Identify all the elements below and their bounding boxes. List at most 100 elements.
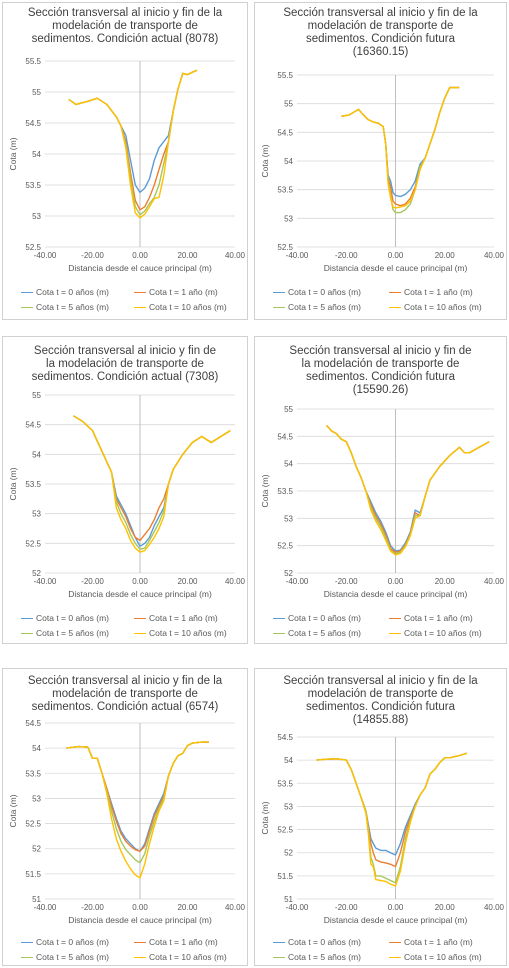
legend-swatch: [134, 957, 146, 959]
chart-panel-3: Sección transversal al inicio y fin de l…: [2, 336, 248, 644]
legend-swatch: [21, 957, 33, 959]
y-tick-label: 51: [32, 895, 41, 904]
legend-label: Cota t = 5 años (m): [36, 302, 109, 312]
y-tick-label: 53.5: [25, 181, 41, 190]
legend-label: Cota t = 10 años (m): [404, 628, 482, 638]
y-tick-label: 53: [32, 212, 41, 221]
x-tick-label: -20.00: [81, 251, 104, 260]
legend-label: Cota t = 1 año (m): [404, 287, 473, 297]
x-tick-label: 40.00: [484, 251, 505, 260]
x-tick-label: -20.00: [81, 577, 104, 586]
legend-label: Cota t = 1 año (m): [149, 937, 218, 947]
x-tick-label: 40.00: [225, 577, 246, 586]
y-tick-label: 53.5: [25, 480, 41, 489]
x-tick-label: 0.00: [388, 251, 404, 260]
y-tick-label: 54.5: [277, 733, 293, 742]
chart-svg: 52 52.5 53 53.5 54 54.5 55 -40.00 -20.00 0.00 20.0…: [8, 391, 246, 599]
series-line-3: [66, 741, 209, 864]
chart-panel-4: Sección transversal al inicio y fin de l…: [254, 336, 507, 644]
x-tick-label: 0.00: [132, 577, 148, 586]
legend-label: Cota t = 10 años (m): [404, 952, 482, 962]
y-tick-label: 52: [284, 849, 293, 858]
y-tick-label: 54: [32, 744, 41, 753]
legend-label: Cota t = 0 años (m): [288, 613, 361, 623]
x-tick-label: 0.00: [132, 251, 148, 260]
legend-item: Cota t = 10 años (m): [389, 952, 482, 962]
chart-svg: 52.5 53 53.5 54 54.5 55 55.5 -40.00 -20.00 0.00 20…: [260, 71, 505, 273]
legend-item: Cota t = 1 año (m): [389, 613, 473, 623]
chart-panel-6: Sección transversal al inicio y fin de l…: [254, 668, 507, 966]
series-line-3: [325, 424, 490, 555]
series-line-1: [73, 415, 231, 548]
y-tick-label: 52.5: [277, 243, 293, 252]
legend-item: Cota t = 10 años (m): [389, 302, 482, 312]
legend-swatch: [389, 633, 401, 635]
y-tick-label: 55: [32, 88, 41, 97]
y-tick-label: 52.5: [25, 820, 41, 829]
legend-item: Cota t = 0 años (m): [273, 613, 361, 623]
y-tick-label: 55.5: [25, 57, 41, 66]
chart-title: Sección transversal al inicio y fin de l…: [289, 345, 472, 396]
y-tick-label: 53.5: [25, 769, 41, 778]
legend-label: Cota t = 0 años (m): [36, 937, 109, 947]
legend-item: Cota t = 5 años (m): [273, 628, 361, 638]
y-axis-label: Cota (m): [8, 137, 18, 170]
y-tick-label: 54.5: [25, 719, 41, 728]
x-axis-label: Distancia desde el cauce principal (m): [68, 915, 212, 925]
legend-label: Cota t = 1 año (m): [404, 613, 473, 623]
y-tick-label: 52.5: [25, 539, 41, 548]
legend-swatch: [389, 618, 401, 620]
legend-label: Cota t = 1 año (m): [149, 287, 218, 297]
x-tick-label: 20.00: [435, 577, 456, 586]
x-tick-label: -40.00: [286, 577, 309, 586]
x-tick-label: 0.00: [388, 903, 404, 912]
x-tick-label: -20.00: [81, 903, 104, 912]
legend-swatch: [134, 618, 146, 620]
legend-label: Cota t = 0 años (m): [288, 287, 361, 297]
y-tick-label: 53: [32, 510, 41, 519]
y-tick-label: 52: [284, 569, 293, 578]
x-tick-label: -40.00: [34, 577, 57, 586]
legend-label: Cota t = 10 años (m): [404, 302, 482, 312]
chart-svg: 52.5 53 53.5 54 54.5 55 55.5 -40.00 -20.00 0.00 20…: [8, 57, 246, 273]
y-tick-label: 52: [32, 569, 41, 578]
legend-item: Cota t = 10 años (m): [134, 302, 227, 312]
legend-swatch: [273, 307, 285, 309]
legend-label: Cota t = 10 años (m): [149, 952, 227, 962]
legend-label: Cota t = 1 año (m): [149, 613, 218, 623]
legend-item: Cota t = 0 años (m): [21, 613, 109, 623]
series-line-2: [73, 415, 231, 542]
x-tick-label: -40.00: [286, 903, 309, 912]
legend-swatch: [389, 942, 401, 944]
series-line-1: [316, 752, 468, 856]
x-tick-label: -40.00: [286, 251, 309, 260]
y-tick-label: 54: [284, 460, 293, 469]
chart-legend: Cota t = 0 años (m) Cota t = 1 año (m) Cot…: [255, 613, 508, 643]
x-tick-label: 0.00: [132, 903, 148, 912]
legend-item: Cota t = 0 años (m): [273, 937, 361, 947]
chart-legend: Cota t = 0 años (m) Cota t = 1 año (m) Cot…: [3, 287, 249, 317]
legend-label: Cota t = 5 años (m): [288, 628, 361, 638]
x-tick-label: -20.00: [335, 251, 358, 260]
legend-label: Cota t = 0 años (m): [288, 937, 361, 947]
chart-svg: 52 52.5 53 53.5 54 54.5 55 -40.00 -20.00 0.00 20.0…: [260, 405, 505, 599]
legend-item: Cota t = 10 años (m): [134, 628, 227, 638]
x-tick-label: -40.00: [34, 251, 57, 260]
legend-item: Cota t = 5 años (m): [21, 952, 109, 962]
chart-legend: Cota t = 0 años (m) Cota t = 1 año (m) Cot…: [3, 937, 249, 967]
y-tick-label: 53.5: [277, 487, 293, 496]
series-line-2: [66, 741, 209, 852]
y-tick-label: 54: [32, 450, 41, 459]
legend-swatch: [273, 957, 285, 959]
legend-label: Cota t = 5 años (m): [288, 952, 361, 962]
legend-label: Cota t = 5 años (m): [36, 952, 109, 962]
legend-label: Cota t = 0 años (m): [36, 287, 109, 297]
legend-item: Cota t = 0 años (m): [273, 287, 361, 297]
y-tick-label: 55: [32, 391, 41, 400]
legend-swatch: [21, 307, 33, 309]
legend-swatch: [134, 942, 146, 944]
legend-item: Cota t = 0 años (m): [21, 287, 109, 297]
chart-panel-2: Sección transversal al inicio y fin de l…: [254, 2, 507, 320]
legend-item: Cota t = 5 años (m): [21, 628, 109, 638]
legend-item: Cota t = 10 años (m): [389, 628, 482, 638]
